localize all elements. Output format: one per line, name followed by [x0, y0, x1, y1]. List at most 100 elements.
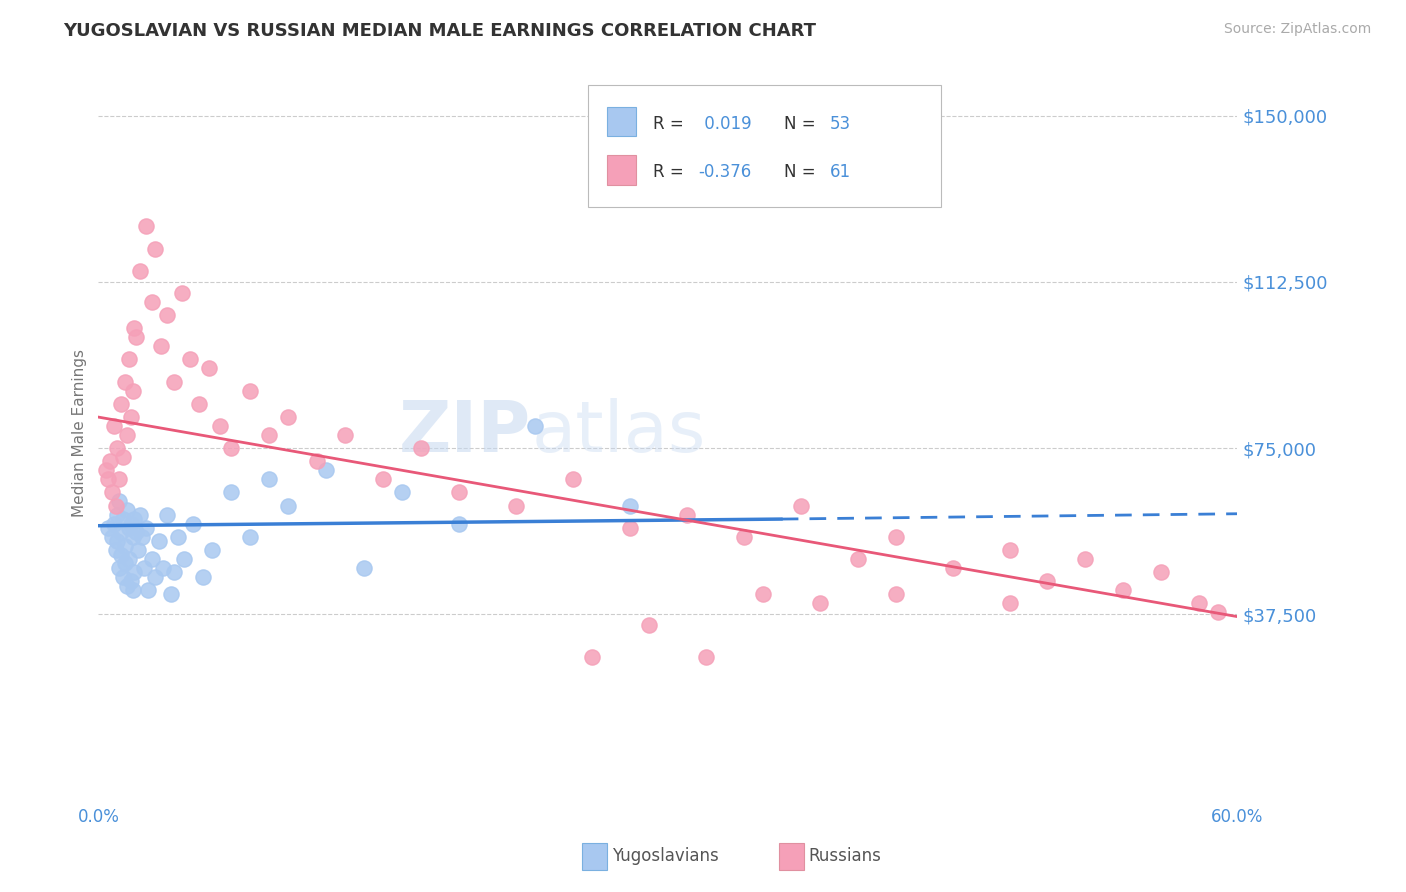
Point — [259, 427, 281, 442]
Point — [277, 499, 299, 513]
FancyBboxPatch shape — [588, 85, 941, 207]
Point — [120, 574, 142, 588]
Point — [619, 499, 641, 513]
Point — [391, 485, 413, 500]
Point — [108, 494, 131, 508]
Point — [132, 561, 155, 575]
Point — [371, 472, 394, 486]
Bar — [607, 155, 636, 185]
Point — [411, 441, 433, 455]
Point — [221, 485, 243, 500]
Point — [163, 375, 186, 389]
Point — [156, 508, 179, 522]
Text: -0.376: -0.376 — [699, 163, 752, 181]
Point — [884, 587, 907, 601]
Point — [156, 308, 179, 322]
Point — [1036, 574, 1059, 588]
Point — [173, 552, 195, 566]
Point — [135, 219, 157, 234]
Text: R =: R = — [652, 115, 689, 133]
Point — [638, 618, 661, 632]
Point — [112, 450, 135, 464]
Point — [581, 649, 603, 664]
Point — [259, 472, 281, 486]
Point — [191, 570, 214, 584]
Point — [114, 539, 136, 553]
Point — [107, 441, 129, 455]
Point — [335, 427, 357, 442]
Point — [100, 530, 122, 544]
Point — [100, 485, 122, 500]
Text: Russians: Russians — [808, 847, 882, 865]
Text: YUGOSLAVIAN VS RUSSIAN MEDIAN MALE EARNINGS CORRELATION CHART: YUGOSLAVIAN VS RUSSIAN MEDIAN MALE EARNI… — [63, 22, 817, 40]
Point — [998, 543, 1021, 558]
Point — [188, 397, 211, 411]
Point — [141, 552, 163, 566]
Point — [114, 557, 136, 571]
Point — [1112, 582, 1135, 597]
Point — [125, 525, 148, 540]
Point — [110, 525, 132, 540]
Point — [179, 352, 201, 367]
Point — [135, 521, 157, 535]
Point — [676, 508, 699, 522]
Point — [752, 587, 775, 601]
Point — [884, 530, 907, 544]
Point — [97, 472, 120, 486]
Point — [353, 561, 375, 575]
Point — [97, 521, 120, 535]
Point — [562, 472, 585, 486]
Text: Yugoslavians: Yugoslavians — [612, 847, 718, 865]
Point — [808, 596, 831, 610]
Bar — [607, 107, 636, 136]
Point — [208, 419, 231, 434]
Point — [115, 503, 138, 517]
Point — [197, 361, 219, 376]
Text: N =: N = — [785, 163, 821, 181]
Text: 0.019: 0.019 — [699, 115, 751, 133]
Point — [221, 441, 243, 455]
Point — [124, 512, 146, 526]
Point — [695, 649, 717, 664]
Text: R =: R = — [652, 163, 683, 181]
Point — [145, 570, 167, 584]
Point — [1208, 605, 1230, 619]
Point — [120, 516, 142, 531]
Point — [129, 264, 152, 278]
Point — [239, 384, 262, 398]
Point — [1074, 552, 1097, 566]
Point — [103, 516, 125, 531]
Point — [239, 530, 262, 544]
Text: 53: 53 — [830, 115, 851, 133]
Point — [315, 463, 337, 477]
Point — [118, 521, 141, 535]
Point — [120, 410, 142, 425]
Text: N =: N = — [785, 115, 821, 133]
Point — [163, 566, 186, 580]
Point — [110, 548, 132, 562]
Point — [103, 419, 125, 434]
Text: Source: ZipAtlas.com: Source: ZipAtlas.com — [1223, 22, 1371, 37]
Point — [115, 578, 138, 592]
Text: ZIP: ZIP — [399, 398, 531, 467]
Point — [524, 419, 547, 434]
Point — [846, 552, 869, 566]
Point — [167, 530, 190, 544]
Point — [1188, 596, 1211, 610]
Point — [733, 530, 755, 544]
Point — [619, 521, 641, 535]
Point — [112, 570, 135, 584]
Point — [124, 566, 146, 580]
Point — [150, 339, 173, 353]
Point — [115, 427, 138, 442]
Point — [148, 534, 170, 549]
Point — [159, 587, 181, 601]
Point — [98, 454, 121, 468]
Point — [107, 508, 129, 522]
Point — [145, 242, 167, 256]
Point — [1150, 566, 1173, 580]
Text: 61: 61 — [830, 163, 851, 181]
Point — [125, 330, 148, 344]
Point — [141, 294, 163, 309]
Point — [790, 499, 813, 513]
